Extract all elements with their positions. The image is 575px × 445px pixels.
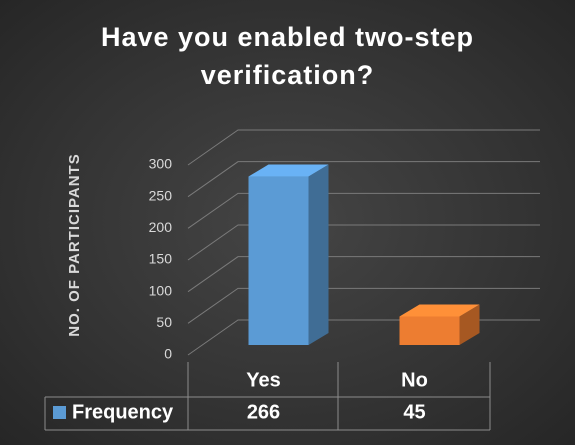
y-tick-label: 50 [156,314,172,330]
table-value: 45 [403,401,425,423]
y-tick-label: 250 [149,187,173,203]
legend-label: Frequency [72,401,174,423]
bar-top [248,164,329,177]
y-axis-label: NO. OF PARTICIPANTS [66,153,83,336]
grid-line [187,319,540,356]
y-tick-label: 150 [149,251,173,267]
grid-line [187,161,540,198]
y-tick-label: 0 [164,346,172,362]
bar [248,176,309,345]
grid-line [187,224,540,261]
legend-swatch [53,406,66,419]
y-tick-label: 200 [149,219,173,235]
grid-line [187,129,540,166]
grid-line [187,256,540,293]
x-tick-label: Yes [246,369,280,391]
x-tick-label: No [401,369,428,391]
bar-top [399,304,480,317]
bar-side [459,304,480,345]
y-tick-label: 300 [149,156,173,172]
grid-line [187,192,540,229]
chart-title: Have you enabled two-step verification? [100,22,475,90]
data-table-lines [44,362,491,431]
y-tick-label: 100 [149,282,173,298]
bar [399,316,460,345]
bar-side [308,164,329,345]
grid-line [187,287,540,324]
table-value: 266 [247,401,280,423]
